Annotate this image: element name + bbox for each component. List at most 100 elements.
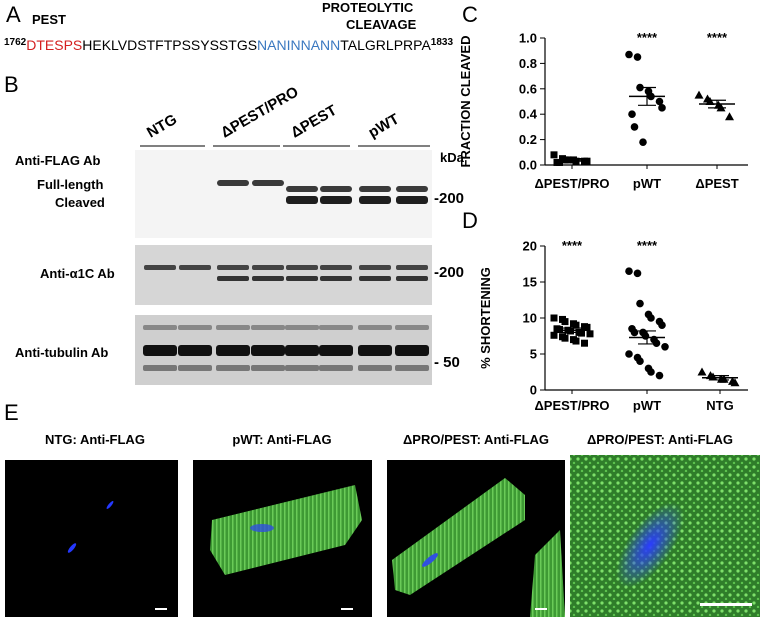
lane-label: ΔPEST/PRO xyxy=(218,83,302,141)
data-point xyxy=(561,334,569,342)
size-marker: -200 xyxy=(434,190,464,207)
nucleus xyxy=(250,524,274,532)
band xyxy=(358,345,392,356)
band xyxy=(320,186,352,192)
band xyxy=(320,196,352,204)
antibody-label: Anti-tubulin Ab xyxy=(15,345,108,360)
band xyxy=(252,180,284,186)
error-bar xyxy=(563,327,581,333)
blot xyxy=(135,150,432,238)
residue-end: 1833 xyxy=(431,37,454,48)
band xyxy=(217,265,249,270)
significance: **** xyxy=(562,238,583,253)
data-point xyxy=(652,339,661,348)
y-tick-label: 20 xyxy=(523,239,537,254)
data-point xyxy=(636,299,644,308)
data-point xyxy=(578,329,585,337)
x-tick-label: ΔPEST/PRO xyxy=(534,398,609,413)
image-caption: pWT: Anti-FLAG xyxy=(232,432,331,447)
cleavage-label: CLEAVAGE xyxy=(346,17,417,32)
data-point xyxy=(628,110,636,118)
band xyxy=(359,196,391,204)
lane-label: ΔPEST xyxy=(288,102,340,142)
band xyxy=(217,180,249,186)
data-point xyxy=(705,97,715,105)
data-point xyxy=(647,314,655,322)
x-tick-label: ΔPEST/PRO xyxy=(534,176,609,191)
band xyxy=(358,325,392,330)
x-tick-label: NTG xyxy=(706,398,733,413)
band xyxy=(251,345,285,356)
micrographs xyxy=(5,455,760,617)
antibody-label: Anti-FLAG Ab xyxy=(15,153,100,168)
scale-bar xyxy=(535,608,547,610)
band xyxy=(285,325,319,330)
band xyxy=(319,325,353,330)
band xyxy=(144,265,176,270)
band xyxy=(359,276,391,281)
sequence-tail: TALGRLPRPA xyxy=(340,37,431,53)
band xyxy=(395,325,429,330)
data-point xyxy=(550,314,558,322)
data-point xyxy=(725,112,734,121)
pest-label: PEST xyxy=(32,12,66,27)
sequence: 1762DTESPSHEKLVDSTFTPSSYSSTGSNANINNANNTA… xyxy=(4,37,453,53)
panel-label: E xyxy=(4,400,19,425)
band xyxy=(396,276,428,281)
y-tick-label: 0.4 xyxy=(519,107,538,122)
x-tick-label: pWT xyxy=(633,398,661,413)
x-tick-label: pWT xyxy=(633,176,661,191)
y-tick-label: 5 xyxy=(530,347,537,362)
y-tick-label: 1.0 xyxy=(519,31,537,46)
data-point xyxy=(630,328,639,337)
lane-label: pWT xyxy=(366,110,403,141)
band xyxy=(251,365,285,371)
data-point xyxy=(550,331,558,339)
scale-bar xyxy=(700,603,752,606)
band xyxy=(179,265,211,270)
data-point xyxy=(694,90,704,99)
band xyxy=(319,345,353,356)
band xyxy=(178,345,212,356)
data-point xyxy=(641,332,650,340)
data-point xyxy=(658,104,666,112)
band xyxy=(178,325,212,330)
data-point xyxy=(572,337,580,345)
kda-label: kDa xyxy=(440,150,465,165)
band xyxy=(285,365,319,371)
data-point xyxy=(630,123,639,131)
band xyxy=(217,276,249,281)
data-point xyxy=(708,372,718,381)
data-point xyxy=(658,321,666,330)
size-marker: -200 xyxy=(434,264,464,281)
data-point xyxy=(561,318,569,326)
panel-label: B xyxy=(4,72,19,97)
band xyxy=(358,365,392,371)
cell xyxy=(530,530,565,617)
data-point xyxy=(633,53,642,61)
data-point xyxy=(719,374,729,383)
band xyxy=(178,365,212,371)
band xyxy=(252,265,284,270)
data-point xyxy=(639,138,647,146)
error-bar xyxy=(711,375,729,381)
data-point xyxy=(655,97,664,106)
band xyxy=(143,365,177,371)
panel-label: A xyxy=(6,2,21,27)
band xyxy=(286,186,318,192)
pest-motif: DTESPS xyxy=(26,37,82,53)
band xyxy=(396,186,428,192)
y-tick-label: 0.0 xyxy=(519,158,537,173)
error-bar xyxy=(563,158,581,162)
significance: **** xyxy=(637,30,658,45)
band xyxy=(216,365,250,371)
data-point xyxy=(581,339,588,347)
band xyxy=(143,345,177,356)
data-point xyxy=(583,157,591,165)
cleavage-motif: NANINNANN xyxy=(257,37,340,53)
significance: **** xyxy=(707,30,728,45)
data-point xyxy=(697,367,707,376)
nucleus xyxy=(422,553,438,567)
cleavage-label: PROTEOLYTIC xyxy=(322,0,414,15)
